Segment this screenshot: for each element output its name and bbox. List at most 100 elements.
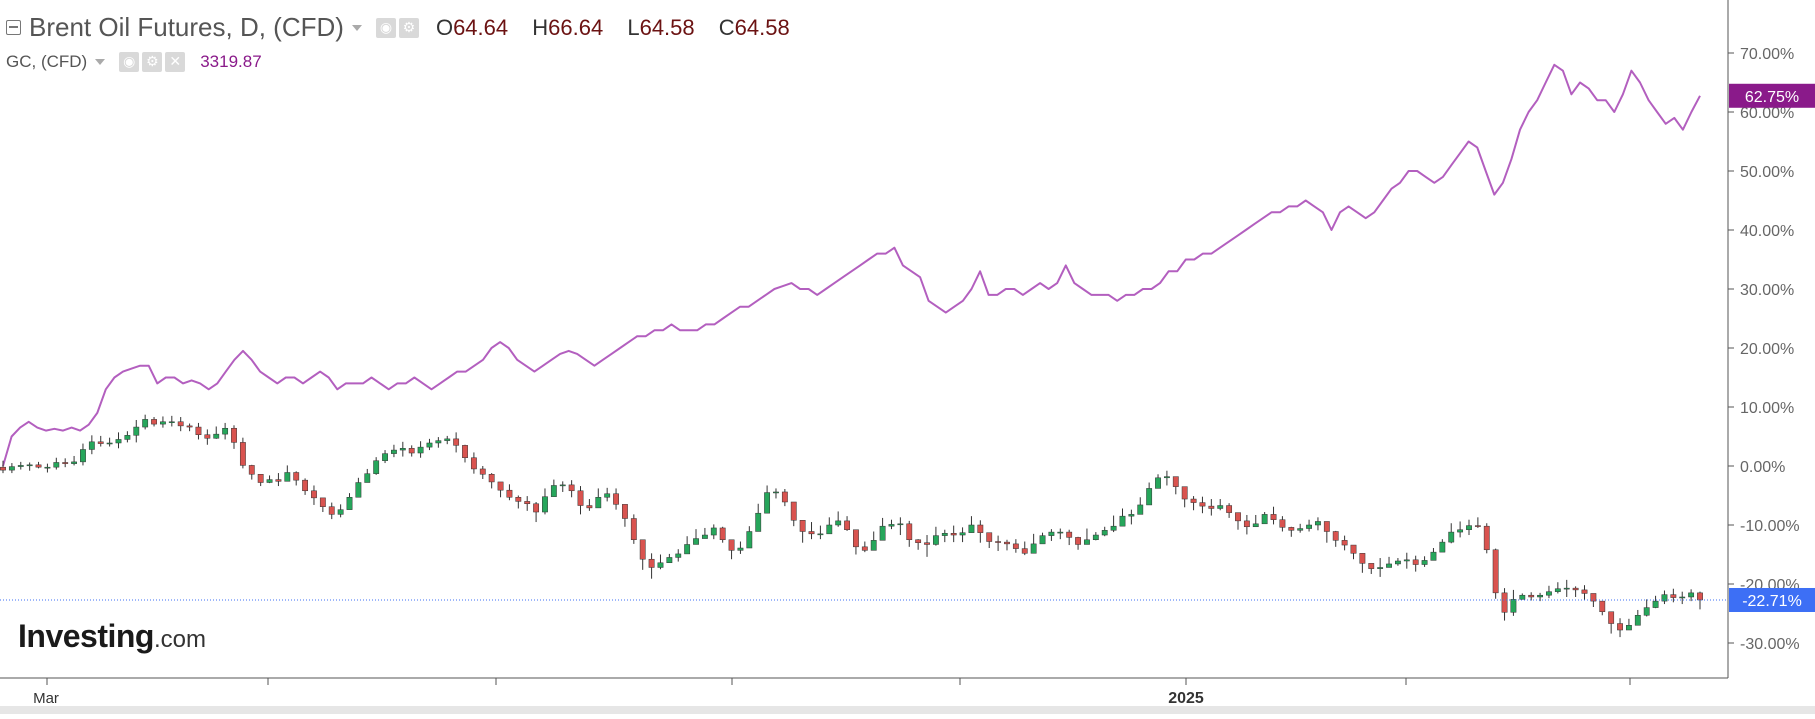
candle-body (1474, 525, 1481, 527)
candle-body (506, 489, 513, 498)
main-legend: Brent Oil Futures, D, (CFD) ◉ ⚙ O64.64 H… (6, 12, 808, 43)
candle-body (319, 497, 326, 507)
candle (1368, 563, 1375, 574)
candle-body (284, 472, 291, 482)
candle (648, 553, 655, 579)
candle-body (826, 524, 833, 535)
collapse-legend-icon[interactable] (6, 20, 21, 35)
candle (781, 489, 788, 507)
candle (462, 444, 468, 463)
candle (1634, 609, 1641, 626)
gear-icon[interactable]: ⚙ (398, 17, 419, 38)
candle-body (764, 492, 771, 514)
candle (1075, 536, 1081, 550)
candle (1323, 521, 1330, 543)
candle (373, 457, 380, 475)
candle-body (1395, 560, 1401, 565)
candle-body (870, 540, 877, 551)
candle-body (399, 448, 406, 451)
candle (44, 463, 51, 473)
low-value: 64.58 (639, 14, 695, 40)
candle-body (1155, 477, 1161, 489)
y-tick-label: -30.00% (1740, 636, 1800, 653)
candle (1554, 582, 1561, 594)
candle-body (239, 442, 246, 466)
candle-body (1546, 591, 1552, 596)
candle (1608, 611, 1615, 634)
candle (639, 539, 646, 570)
candle (1235, 512, 1241, 530)
candle (1243, 514, 1250, 535)
candle (959, 527, 966, 543)
candle (968, 516, 975, 533)
candle-body (1643, 607, 1650, 616)
candle (1617, 618, 1623, 638)
candle-body (1252, 523, 1259, 528)
candle-body (1572, 587, 1579, 591)
candle (1208, 499, 1215, 516)
candle-body (80, 449, 86, 463)
candle-body (1075, 537, 1081, 545)
open-value: 64.64 (453, 14, 509, 40)
candle (151, 417, 157, 427)
candle (248, 464, 255, 480)
candle-body (1226, 505, 1233, 513)
candle (1128, 509, 1135, 525)
open-label: O (435, 14, 454, 40)
chevron-down-icon[interactable] (351, 24, 362, 31)
candle-body (693, 538, 699, 545)
candle-body (568, 484, 575, 492)
candle (1110, 515, 1117, 533)
low-label: L (627, 14, 640, 40)
candle-body (1483, 525, 1490, 551)
candle-body (177, 421, 184, 427)
candle-body (373, 460, 380, 474)
candle-body (675, 553, 682, 558)
candle (1412, 555, 1419, 572)
candle (506, 484, 513, 501)
candle-body (1617, 623, 1623, 631)
candle (773, 488, 779, 499)
candle-body (1510, 599, 1517, 613)
candle-body (1288, 527, 1295, 531)
candle (1386, 556, 1392, 568)
candle (853, 529, 859, 555)
candle-body (1519, 594, 1526, 600)
candle-body (1626, 625, 1632, 631)
candle (1306, 519, 1312, 532)
candle (266, 475, 273, 484)
candle-body (684, 544, 691, 555)
logo-suffix: .com (153, 626, 206, 653)
eye-icon[interactable]: ◉ (119, 52, 140, 72)
candle (799, 520, 806, 543)
candle (470, 452, 477, 474)
candle-body (577, 490, 584, 506)
eye-icon[interactable]: ◉ (375, 17, 396, 38)
candle (515, 495, 522, 509)
candle-body (515, 497, 522, 502)
candle (391, 444, 397, 458)
candle-body (142, 419, 149, 428)
candle-body (275, 479, 282, 482)
candle-body (462, 445, 468, 458)
candle-body (17, 465, 24, 467)
candle (595, 488, 602, 509)
candle-body (666, 557, 673, 564)
candle (1030, 533, 1037, 554)
candle-body (1119, 515, 1126, 527)
candle-body (950, 533, 957, 536)
candle-body (604, 493, 611, 498)
candle (17, 461, 24, 470)
candle (1448, 523, 1455, 544)
candle-body (1652, 600, 1659, 608)
investing-logo: Investing.com (18, 618, 206, 655)
candle (124, 431, 131, 443)
gear-icon[interactable]: ⚙ (142, 52, 163, 72)
candle-body (488, 474, 495, 483)
bottom-scrollbar[interactable] (0, 706, 1815, 714)
candle-body (426, 442, 433, 448)
close-icon[interactable]: ✕ (165, 52, 186, 72)
candle (906, 520, 913, 547)
chevron-down-icon[interactable] (95, 59, 106, 65)
